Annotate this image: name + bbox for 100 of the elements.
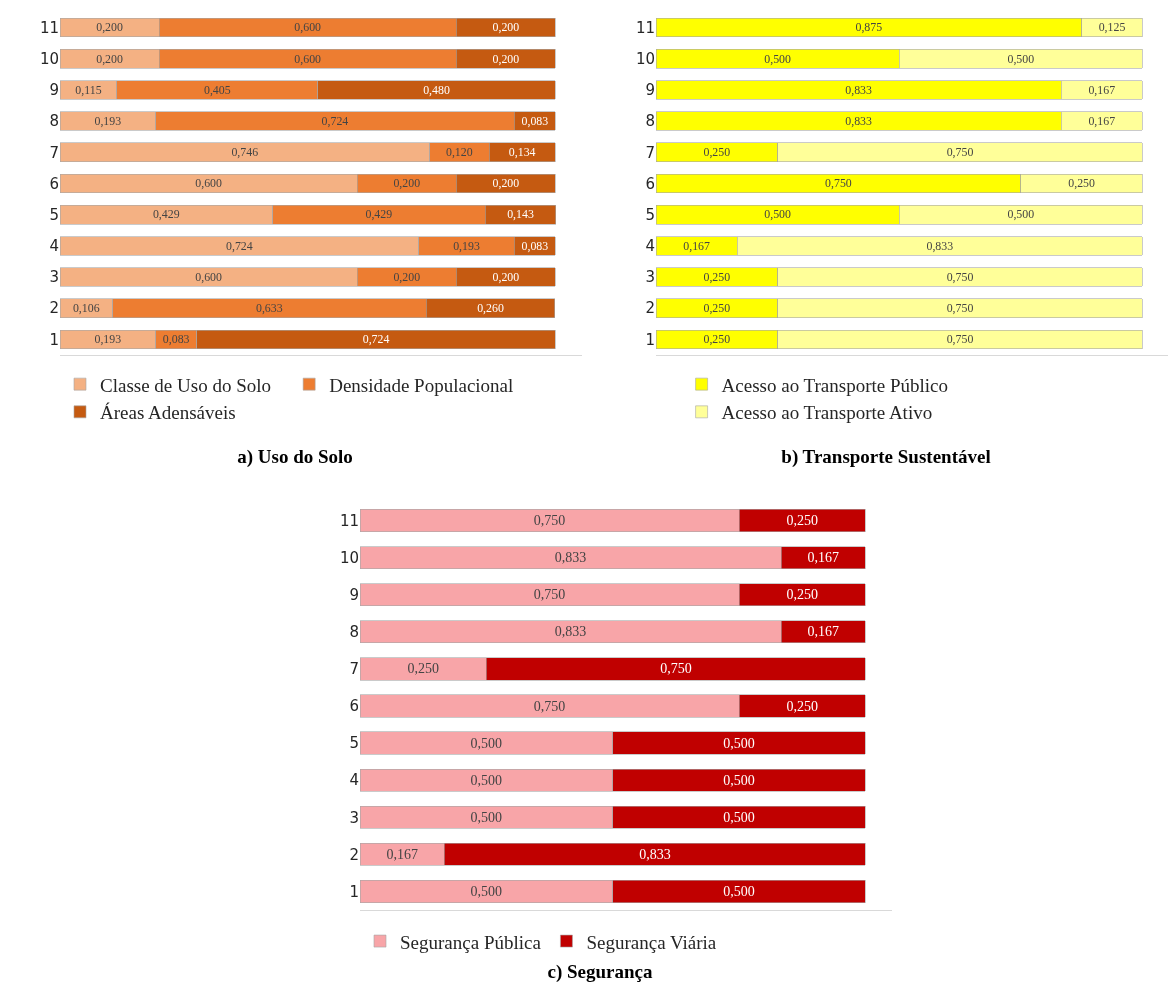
data-label: 0,167: [807, 550, 839, 566]
data-label: 0,167: [1088, 82, 1116, 97]
y-tick-label: 9: [645, 81, 655, 100]
y-tick-label: 4: [49, 237, 59, 256]
data-label: 0,115: [75, 82, 102, 97]
data-label: 0,600: [195, 269, 223, 284]
y-tick-label: 3: [349, 808, 359, 827]
data-label: 0,250: [703, 269, 731, 284]
data-label: 0,250: [1068, 176, 1095, 191]
data-label: 0,200: [393, 176, 421, 191]
data-label: 0,200: [393, 269, 421, 284]
data-label: 0,200: [492, 20, 520, 35]
y-tick-label: 8: [349, 623, 359, 642]
data-label: 0,500: [764, 207, 792, 222]
data-label: 0,083: [162, 332, 190, 347]
data-label: 0,125: [1098, 20, 1126, 35]
y-tick-label: 2: [645, 299, 655, 318]
data-label: 0,167: [683, 238, 711, 253]
data-label: 0,143: [507, 207, 534, 222]
legend-label: Densidade Populacional: [329, 374, 514, 396]
data-label: 0,833: [926, 238, 954, 253]
data-label: 0,750: [946, 145, 974, 160]
data-label: 0,750: [825, 176, 852, 191]
data-label: 0,833: [554, 550, 587, 566]
data-label: 0,167: [386, 846, 418, 862]
data-label: 0,750: [533, 587, 566, 603]
data-label: 0,200: [492, 176, 520, 191]
data-label: 0,750: [533, 698, 566, 714]
y-tick-label: 8: [645, 112, 655, 131]
data-label: 0,500: [764, 51, 792, 66]
y-tick-label: 2: [349, 845, 359, 864]
y-tick-label: 7: [645, 143, 655, 162]
data-label: 0,429: [365, 207, 393, 222]
y-tick-label: 9: [349, 585, 359, 604]
y-tick-label: 9: [49, 81, 59, 100]
text: a) Uso do Solo: [236, 446, 354, 468]
data-label: 0,250: [703, 332, 731, 347]
data-label: 0,167: [1088, 113, 1116, 128]
y-tick-label: 1: [349, 882, 359, 901]
data-label: 0,633: [255, 301, 283, 316]
y-tick-label: 6: [49, 174, 59, 193]
data-label: 0,083: [521, 238, 549, 253]
data-label: 0,724: [225, 238, 253, 253]
legend-label: Segurança Pública: [400, 931, 542, 953]
y-tick-label: 10: [339, 548, 359, 567]
y-tick-label: 4: [349, 771, 359, 790]
y-tick-label: 6: [645, 174, 655, 193]
data-label: 0,500: [723, 735, 755, 751]
data-label: 0,405: [203, 82, 231, 97]
data-label: 0,833: [845, 82, 872, 97]
data-label: 0,500: [723, 772, 755, 788]
y-tick-label: 7: [49, 143, 59, 162]
data-label: 0,200: [492, 51, 520, 66]
y-tick-label: 1: [49, 330, 59, 349]
y-tick-label: 3: [49, 268, 59, 287]
data-label: 0,875: [855, 20, 883, 35]
data-label: 0,750: [946, 332, 974, 347]
data-label: 0,500: [723, 809, 755, 825]
y-tick-label: 4: [645, 237, 655, 256]
data-label: 0,750: [946, 301, 974, 316]
data-label: 0,193: [94, 113, 122, 128]
data-label: 0,750: [533, 513, 566, 529]
data-label: 0,833: [845, 113, 872, 128]
data-label: 0,120: [445, 145, 473, 160]
data-label: 0,833: [639, 846, 671, 862]
data-label: 0,200: [96, 20, 123, 35]
y-tick-label: 2: [49, 299, 59, 318]
data-label: 0,200: [492, 269, 520, 284]
data-label: 0,500: [1007, 51, 1035, 66]
data-label: 0,724: [321, 113, 349, 128]
data-label: 0,746: [231, 145, 259, 160]
text: b) Transporte Sustentável: [780, 446, 992, 468]
data-label: 0,250: [703, 301, 731, 316]
y-tick-label: 5: [49, 205, 59, 224]
y-tick-label: 3: [645, 268, 655, 287]
y-tick-label: 11: [635, 18, 655, 37]
data-label: 0,193: [94, 332, 122, 347]
y-tick-label: 10: [39, 50, 59, 69]
data-label: 0,500: [470, 883, 503, 899]
data-label: 0,250: [786, 587, 818, 603]
data-label: 0,600: [195, 176, 223, 191]
data-label: 0,193: [453, 238, 480, 253]
data-label: 0,833: [554, 624, 587, 640]
data-label: 0,600: [294, 51, 322, 66]
y-tick-label: 6: [349, 697, 359, 716]
data-label: 0,250: [786, 698, 818, 714]
data-label: 0,250: [786, 513, 818, 529]
data-label: 0,167: [807, 624, 839, 640]
data-label: 0,083: [521, 113, 549, 128]
data-label: 0,260: [477, 301, 504, 316]
y-tick-label: 11: [39, 18, 59, 37]
y-tick-label: 11: [339, 511, 359, 530]
legend-label: Áreas Adensáveis: [100, 402, 236, 424]
data-label: 0,600: [294, 20, 322, 35]
data-label: 0,429: [152, 207, 180, 222]
legend-label: Segurança Viária: [586, 931, 717, 953]
data-label: 0,250: [703, 145, 731, 160]
y-tick-label: 5: [645, 205, 655, 224]
text: c) Segurança: [546, 961, 654, 983]
data-label: 0,134: [508, 145, 536, 160]
